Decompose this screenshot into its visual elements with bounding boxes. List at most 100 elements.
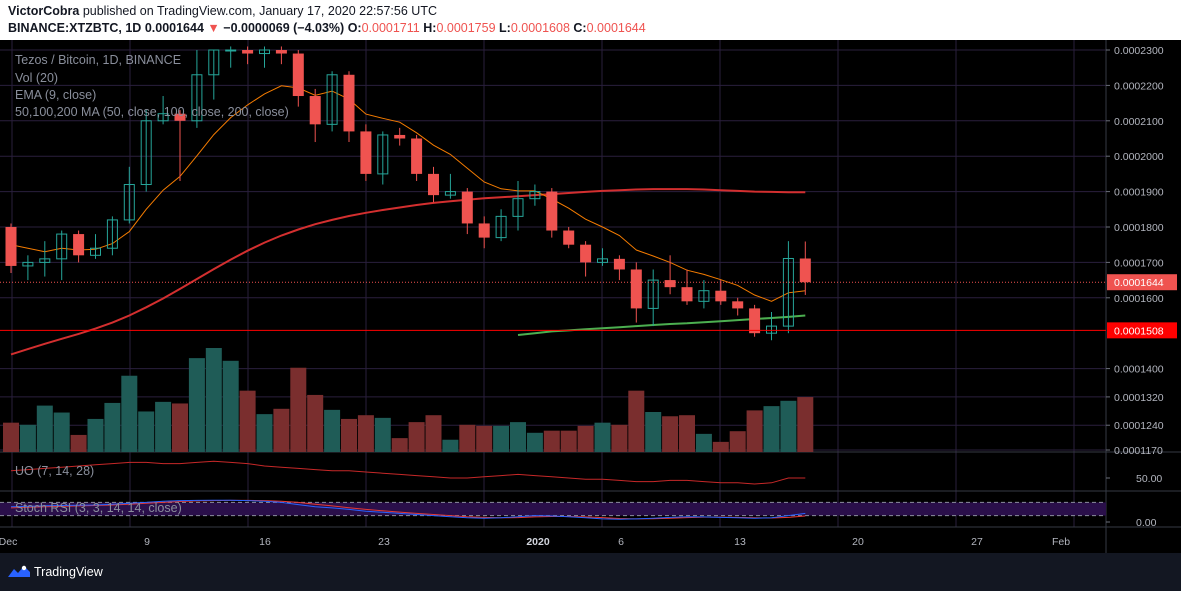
close-label: C: (573, 21, 587, 35)
price-chart[interactable]: 0.0002300 0.0002200 0.0002100 0.0002000 0.00… (0, 40, 1181, 553)
volume-bar (493, 425, 510, 452)
volume-bar (780, 400, 797, 452)
symbol-label: BINANCE:XTZBTC, 1D (8, 21, 142, 35)
volume-bar (87, 418, 104, 452)
publisher-text: published on TradingView.com, January 17… (82, 4, 437, 18)
legend-title: Tezos / Bitcoin, 1D, BINANCE (15, 53, 182, 67)
candle-body (309, 96, 321, 125)
publisher-name[interactable]: VictorCobra (8, 4, 80, 18)
candle-body (394, 134, 406, 139)
low-label: L: (499, 21, 511, 35)
candle-body (732, 301, 744, 309)
candle-body (39, 258, 51, 263)
volume-bar (679, 415, 695, 452)
candle-body (698, 290, 710, 302)
time-tick-label: Dec (0, 536, 17, 548)
candle-body (292, 53, 304, 97)
volume-bar (36, 405, 53, 452)
candle-body (56, 233, 68, 260)
volume-bar (543, 430, 560, 452)
time-tick-label: 27 (971, 536, 983, 548)
volume-bar (341, 418, 357, 452)
time-tick-label: 13 (734, 536, 746, 548)
chart-area[interactable]: 0.0002300 0.0002200 0.0002100 0.0002000 0.00… (0, 40, 1181, 553)
time-tick-label: 9 (144, 536, 150, 548)
volume-bar (222, 360, 239, 452)
volume-bar (53, 412, 70, 452)
publish-header: VictorCobra published on TradingView.com… (0, 0, 1181, 40)
volume-bar (357, 415, 374, 452)
volume-bar (662, 416, 679, 452)
candle-body (22, 261, 34, 267)
candle-body (106, 219, 118, 249)
legend-volume: Vol (20) (15, 71, 59, 85)
candle-body (529, 191, 541, 200)
volume-bar (577, 425, 594, 452)
candle-body (377, 134, 389, 175)
volume-bar (594, 422, 611, 452)
uo-tick-label: 50.00 (1136, 473, 1162, 485)
price-tick-label: 0.0002200 (1114, 80, 1164, 92)
candle-body (411, 138, 423, 174)
volume-bar (239, 390, 256, 452)
volume-bar (763, 406, 780, 452)
candle-body (782, 257, 794, 327)
time-tick-label: Feb (1052, 536, 1070, 548)
volume-bar (628, 390, 645, 452)
stoch-tick-label: 0.00 (1136, 517, 1157, 529)
price-tick-label: 0.0001600 (1114, 293, 1164, 305)
candle-body (259, 49, 270, 55)
volume-bar (526, 432, 543, 452)
volume-bar (645, 412, 662, 452)
volume-bar (155, 401, 172, 452)
candle-body (428, 173, 439, 196)
candle-body (478, 223, 490, 238)
volume-bar (797, 397, 814, 452)
low-value: 0.0001608 (510, 21, 570, 35)
volume-bar (3, 422, 19, 452)
candle-body (681, 287, 693, 302)
support-price-label: 0.0001508 (1114, 325, 1164, 337)
volume-bar (121, 375, 138, 452)
volume-bar (408, 422, 425, 452)
volume-bar (273, 408, 290, 452)
price-change: −0.0000069 (−4.03%) (223, 21, 345, 35)
last-price: 0.0001644 (144, 21, 204, 35)
candle-body (326, 74, 338, 125)
candle-body (461, 191, 473, 224)
candle-body (360, 131, 372, 174)
close-value: 0.0001644 (586, 21, 646, 35)
volume-bar (19, 424, 36, 452)
volume-bar (104, 402, 121, 452)
legend-ma: 50,100,200 MA (50, close, 100, close, 20… (15, 105, 289, 119)
uo-line (10, 460, 806, 485)
volume-bar (172, 403, 188, 452)
tradingview-logo-icon[interactable] (8, 564, 30, 578)
candle-body (5, 226, 17, 266)
down-arrow-icon: ▼ (207, 21, 220, 35)
candle-body (123, 184, 135, 221)
candle-body (242, 50, 254, 54)
candle-body (613, 258, 625, 270)
last-price-label-bg (1107, 274, 1177, 291)
candle-body (90, 247, 101, 256)
tradingview-brand[interactable]: TradingView (34, 565, 103, 579)
candle-body (208, 49, 220, 76)
price-tick-label: 0.0001240 (1114, 420, 1164, 432)
candle-body (546, 191, 558, 231)
volume-bar (374, 417, 391, 452)
price-tick-label: 0.0002000 (1114, 151, 1164, 163)
price-tick-label: 0.0001170 (1114, 445, 1163, 457)
volume-bar (560, 430, 577, 452)
footer: TradingView (0, 553, 1181, 591)
candle-body (580, 244, 592, 263)
volume-bar (205, 348, 222, 452)
volume-bar (138, 411, 155, 452)
time-tick-label: 23 (378, 536, 390, 548)
support-price-label-bg (1107, 322, 1177, 339)
candle-body (647, 279, 659, 309)
volume-bar (695, 433, 712, 452)
candle-body (343, 74, 355, 132)
time-tick-label: 2020 (526, 536, 550, 548)
volume-bar (611, 424, 628, 452)
